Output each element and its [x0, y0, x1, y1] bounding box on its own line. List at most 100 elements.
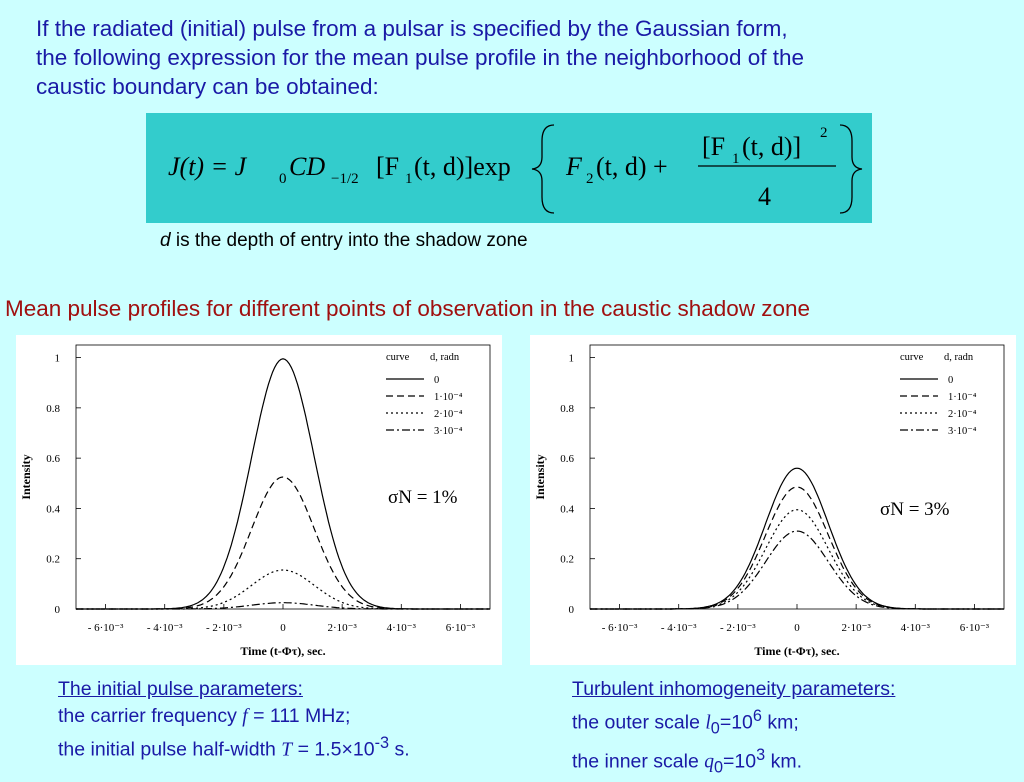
depth-text: is the depth of entry into the shadow zo…: [170, 230, 528, 251]
y-tick-label: 0.2: [560, 554, 574, 566]
x-tick-label: 0: [794, 622, 800, 634]
curve-solid: [76, 358, 490, 610]
inner-scale-value: =10: [723, 750, 757, 773]
x-tick-label: 0: [280, 622, 286, 634]
x-tick-label: 6·10⁻³: [960, 622, 990, 634]
initial-pulse-heading: The initial pulse parameters:: [58, 678, 303, 700]
x-tick-label: 4·10⁻³: [387, 622, 417, 634]
half-width-line: the initial pulse half-width T = 1.5×10-…: [58, 730, 410, 764]
x-tick-label: - 2·10⁻³: [720, 622, 756, 634]
y-tick-label: 0.4: [560, 503, 574, 515]
y-axis-label: Intensity: [19, 454, 33, 499]
x-tick-label: - 2·10⁻³: [206, 622, 242, 634]
section-title: Mean pulse profiles for different points…: [5, 296, 811, 321]
sigma-annotation: σN = 3%: [880, 499, 950, 520]
half-width-eq: =: [292, 738, 315, 761]
x-tick-label: 4·10⁻³: [901, 622, 931, 634]
y-tick-label: 0: [55, 604, 61, 616]
plot-left: 0 0.2 0.4 0.6 0.8 1 - 6·10⁻³ - 4·10⁻³ - 2·10⁻³ 0 2…: [16, 335, 502, 665]
x-tick-label: - 6·10⁻³: [602, 622, 638, 634]
carrier-frequency-label: the carrier frequency: [58, 705, 243, 727]
formula-den: 4: [758, 182, 771, 211]
y-tick-label: 0.8: [46, 403, 60, 415]
curve-dotted: [590, 509, 1004, 610]
intro-line-1: If the radiated (initial) pulse from a p…: [36, 16, 788, 41]
curve-dashdot: [76, 602, 490, 610]
turbulent-heading: Turbulent inhomogeneity parameters:: [572, 678, 896, 700]
depth-note: d is the depth of entry into the shadow …: [160, 230, 528, 252]
intro-line-3: caustic boundary can be obtained:: [36, 74, 379, 99]
carrier-frequency-line: the carrier frequency f = 111 MHz;: [58, 703, 410, 730]
y-tick-label: 0.6: [560, 453, 574, 465]
legend-header-d: d, radn: [944, 352, 974, 363]
plot-right: 0 0.2 0.4 0.6 0.8 1 - 6·10⁻³ - 4·10⁻³ - 2·10⁻³ 0 2…: [530, 335, 1016, 665]
bottom-band: [0, 666, 1024, 768]
y-tick-label: 0.4: [46, 503, 60, 515]
chart-right-svg: 0 0.2 0.4 0.6 0.8 1 - 6·10⁻³ - 4·10⁻³ - 2·10⁻³ 0 2…: [533, 344, 1005, 658]
inner-scale-unit: km.: [765, 750, 803, 773]
half-width-label: the initial pulse half-width: [58, 738, 282, 761]
outer-scale-unit: km;: [761, 711, 799, 734]
formula-f1-sub: 1: [405, 171, 413, 187]
x-tick-label: - 6·10⁻³: [88, 622, 124, 634]
legend-label: 2·10⁻⁴: [434, 409, 463, 420]
y-tick-label: 1: [55, 353, 61, 365]
legend-label: 3·10⁻⁴: [434, 426, 463, 437]
formula-left-brace: [531, 124, 555, 214]
formula-f2: F: [565, 152, 583, 181]
turbulent-params: Turbulent inhomogeneity parameters: the …: [572, 676, 895, 782]
intro-line-2: the following expression for the mean pu…: [36, 45, 804, 70]
x-axis-label: Time (t-Φτ), sec.: [754, 644, 839, 658]
legend-label: 0: [948, 375, 953, 386]
outer-scale-var: l: [705, 712, 711, 734]
legend-label: 3·10⁻⁴: [948, 426, 977, 437]
legend-label: 2·10⁻⁴: [948, 409, 977, 420]
curve-solid: [590, 467, 1004, 610]
x-tick-label: - 4·10⁻³: [147, 622, 183, 634]
formula-num-sub: 1: [732, 151, 740, 167]
half-width-var: T: [281, 739, 293, 761]
y-tick-label: 0.8: [560, 403, 574, 415]
y-tick-label: 1: [569, 353, 575, 365]
curve-dashdot: [590, 530, 1004, 610]
inner-scale-exp: 3: [756, 746, 766, 765]
formula-svg: J(t) = J 0 CD −1/2 [F 1 (t, d)]exp F 2 (…: [168, 124, 863, 214]
formula-lhs: J(t) = J: [168, 152, 248, 181]
formula-num: [F: [702, 132, 725, 161]
carrier-frequency-value: 111 MHz;: [269, 705, 351, 727]
x-tick-label: 6·10⁻³: [446, 622, 476, 634]
legend-header-curve: curve: [900, 352, 924, 363]
formula-cd: CD: [289, 152, 325, 181]
y-tick-label: 0: [569, 604, 575, 616]
half-width-value: 1.5×10: [314, 738, 375, 761]
sigma-annotation: σN = 1%: [388, 487, 458, 508]
initial-pulse-params: The initial pulse parameters: the carrie…: [58, 676, 410, 764]
carrier-frequency-eq: =: [247, 705, 270, 727]
formula-num-args: (t, d)]: [742, 132, 801, 161]
y-tick-label: 0.6: [46, 453, 60, 465]
y-tick-label: 0.2: [46, 554, 60, 566]
legend-header-d: d, radn: [430, 352, 460, 363]
formula-right-brace: [839, 124, 863, 214]
outer-scale-label: the outer scale: [572, 711, 706, 734]
legend-label: 1·10⁻⁴: [948, 392, 977, 403]
formula-lhs-sub: 0: [279, 171, 287, 187]
inner-scale-var: q: [704, 751, 714, 773]
inner-scale-line: the inner scale q0=103 km.: [572, 742, 895, 781]
depth-var: d: [160, 230, 171, 251]
x-tick-label: 2·10⁻³: [842, 622, 872, 634]
half-width-unit: s.: [389, 738, 410, 761]
legend-header-curve: curve: [386, 352, 410, 363]
half-width-exp: -3: [374, 734, 390, 752]
plot-frame: [589, 344, 1005, 610]
x-axis-label: Time (t-Φτ), sec.: [240, 644, 325, 658]
x-tick-label: 2·10⁻³: [328, 622, 358, 634]
outer-scale-value: =10: [719, 711, 753, 734]
formula-num-sup: 2: [820, 125, 828, 141]
formula-box: J(t) = J 0 CD −1/2 [F 1 (t, d)]exp F 2 (…: [146, 113, 872, 223]
outer-scale-sub: 0: [710, 719, 720, 738]
formula-f2-args: (t, d) +: [596, 152, 668, 181]
outer-scale-line: the outer scale l0=106 km;: [572, 703, 895, 742]
inner-scale-label: the inner scale: [572, 750, 705, 773]
y-axis-label: Intensity: [533, 454, 547, 499]
